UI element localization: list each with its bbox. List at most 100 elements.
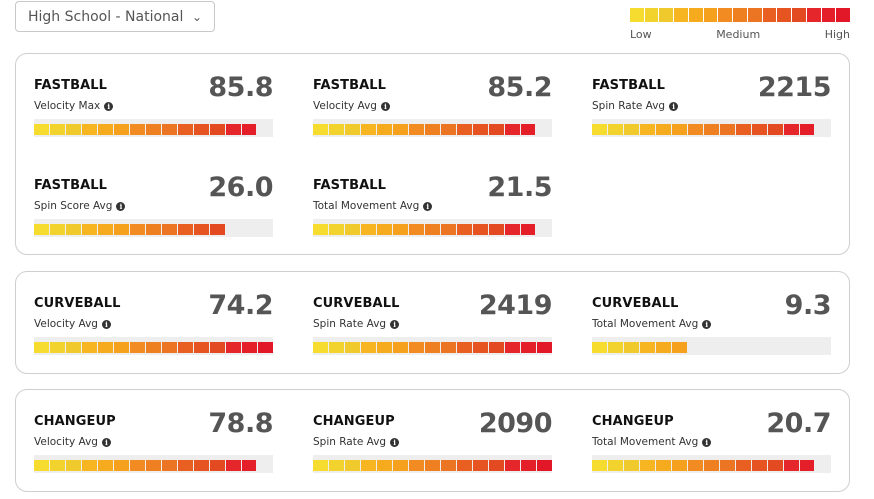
info-icon[interactable]: i: [101, 437, 111, 447]
bar-segment: [34, 460, 49, 471]
info-icon[interactable]: i: [702, 437, 712, 447]
pitch-type: CURVEBALL: [34, 296, 121, 311]
bar-segment: [50, 342, 65, 353]
bar-segment: [313, 342, 328, 353]
metric-value: 78.8: [208, 408, 273, 439]
metric-bar-track: [592, 337, 831, 355]
bar-segment: [393, 224, 408, 235]
bar-segment: [441, 342, 456, 353]
bar-segment: [393, 460, 408, 471]
metric-label: Spin Rate Avg: [313, 436, 387, 448]
pitch-type: CHANGEUP: [313, 414, 395, 429]
bar-segment: [361, 460, 376, 471]
level-filter-value: High School - National: [28, 8, 184, 25]
color-scale-segment: [762, 8, 777, 22]
metric-value: 2215: [757, 72, 832, 103]
bar-segment: [672, 124, 687, 135]
bar-segment: [521, 224, 535, 235]
info-icon[interactable]: i: [702, 319, 712, 329]
bar-segment: [50, 224, 65, 235]
info-icon[interactable]: i: [423, 201, 433, 211]
bar-segment: [34, 224, 49, 235]
info-icon[interactable]: i: [380, 101, 390, 111]
bar-segment: [537, 342, 552, 353]
bar-segment: [768, 460, 783, 471]
info-icon[interactable]: i: [101, 319, 111, 329]
bar-segment: [194, 224, 209, 235]
bar-segment: [624, 342, 639, 353]
bar-segment: [130, 460, 145, 471]
bar-segment: [242, 124, 256, 135]
bar-segment: [688, 124, 703, 135]
bar-segment: [640, 342, 655, 353]
bar-segment: [425, 124, 440, 135]
color-scale-segment: [630, 8, 644, 22]
bar-segment: [146, 224, 161, 235]
bar-segment: [592, 460, 607, 471]
metric-label: Velocity Avg: [34, 436, 98, 448]
metric-fastball-velocity-avg: FASTBALL Velocity Avg i 85.2: [313, 72, 552, 148]
bar-segment: [409, 460, 424, 471]
bar-segment: [441, 224, 456, 235]
metric-bar-track: [313, 219, 552, 237]
metric-label: Velocity Avg: [313, 100, 377, 112]
color-scale-segment: [644, 8, 659, 22]
bar-segment: [409, 224, 424, 235]
bar-segment: [752, 460, 767, 471]
metric-bar-track: [313, 337, 552, 355]
info-icon[interactable]: i: [390, 437, 400, 447]
bar-segment: [441, 124, 456, 135]
info-icon[interactable]: i: [390, 319, 400, 329]
metric-curveball-spin-rate-avg: CURVEBALL Spin Rate Avg i 2419: [313, 290, 553, 366]
bar-segment: [66, 224, 81, 235]
metric-bar-track: [592, 119, 831, 137]
metric-changeup-spin-rate-avg: CHANGEUP Spin Rate Avg i 2090: [313, 408, 553, 484]
bar-segment: [34, 124, 49, 135]
bar-segment: [194, 124, 209, 135]
bar-segment: [114, 224, 129, 235]
bar-segment: [50, 124, 65, 135]
info-icon[interactable]: i: [104, 101, 114, 111]
bar-segment: [624, 124, 639, 135]
bar-segment: [194, 460, 209, 471]
bar-segment: [329, 224, 344, 235]
color-scale-segment: [836, 8, 851, 22]
bar-segment: [361, 124, 376, 135]
bar-segment: [242, 342, 257, 353]
bar-segment: [457, 224, 472, 235]
bar-segment: [114, 124, 129, 135]
metric-bar-track: [34, 119, 273, 137]
level-filter-select[interactable]: High School - National ⌄: [15, 1, 215, 32]
metric-bar-fill: [34, 224, 225, 235]
pitch-type: FASTBALL: [34, 178, 108, 193]
pitch-type: CHANGEUP: [34, 414, 116, 429]
metric-bar-track: [313, 455, 552, 473]
bar-segment: [800, 124, 814, 135]
metric-value: 2090: [478, 408, 553, 439]
bar-segment: [242, 460, 256, 471]
metric-label: Spin Score Avg: [34, 200, 113, 212]
pitch-type: CURVEBALL: [592, 296, 679, 311]
metric-label: Total Movement Avg: [592, 436, 699, 448]
bar-segment: [66, 124, 81, 135]
bar-segment: [473, 342, 488, 353]
bar-segment: [313, 224, 328, 235]
bar-segment: [82, 124, 97, 135]
bar-segment: [146, 342, 161, 353]
metric-label: Total Movement Avg: [592, 318, 699, 330]
color-scale-segment: [688, 8, 703, 22]
pitch-type: FASTBALL: [592, 78, 666, 93]
color-scale-bar: [630, 8, 851, 22]
metric-value: 26.0: [208, 172, 273, 203]
metric-value: 74.2: [208, 290, 273, 321]
info-icon[interactable]: i: [669, 101, 679, 111]
metric-label: Total Movement Avg: [313, 200, 420, 212]
bar-segment: [441, 460, 456, 471]
chevron-down-icon: ⌄: [191, 9, 202, 24]
info-icon[interactable]: i: [116, 201, 126, 211]
bar-segment: [377, 342, 392, 353]
bar-segment: [178, 342, 193, 353]
bar-segment: [672, 460, 687, 471]
bar-segment: [377, 224, 392, 235]
bar-segment: [98, 342, 113, 353]
